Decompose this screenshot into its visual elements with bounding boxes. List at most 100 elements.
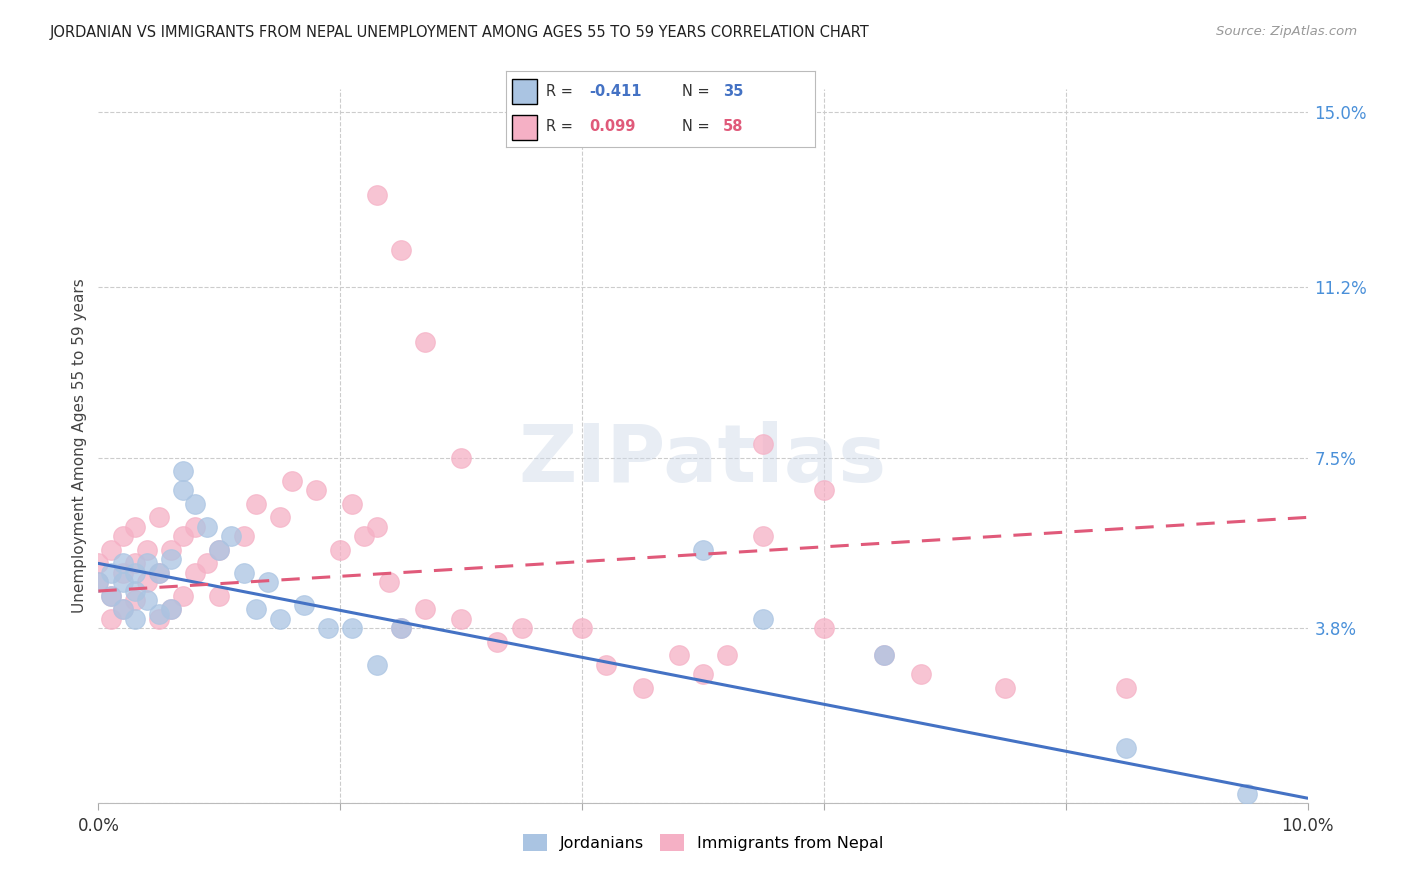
Text: N =: N = <box>682 84 714 99</box>
Point <box>377 574 399 589</box>
Point <box>1236 787 1258 801</box>
Point <box>124 557 146 571</box>
Point <box>994 681 1017 695</box>
Point <box>208 542 231 557</box>
Point <box>873 648 896 663</box>
Point <box>450 450 472 465</box>
Point <box>389 621 412 635</box>
Point <box>160 551 183 566</box>
Point <box>160 602 183 616</box>
Point <box>100 589 122 603</box>
Point <box>111 574 134 589</box>
Point <box>245 602 267 616</box>
Point <box>148 566 170 580</box>
Point <box>813 621 835 635</box>
Point <box>510 621 533 635</box>
Point <box>87 574 110 589</box>
Point <box>752 436 775 450</box>
Point <box>135 542 157 557</box>
Point <box>160 542 183 557</box>
Legend: Jordanians, Immigrants from Nepal: Jordanians, Immigrants from Nepal <box>515 826 891 859</box>
Point <box>1115 740 1137 755</box>
Point <box>232 529 254 543</box>
Point <box>269 510 291 524</box>
FancyBboxPatch shape <box>512 79 537 104</box>
Text: -0.411: -0.411 <box>589 84 643 99</box>
Point <box>148 607 170 621</box>
Point <box>269 612 291 626</box>
Text: 35: 35 <box>723 84 742 99</box>
Text: 0.099: 0.099 <box>589 120 636 134</box>
Point <box>305 483 328 497</box>
Point <box>124 612 146 626</box>
Point <box>148 612 170 626</box>
Point <box>256 574 278 589</box>
Point <box>873 648 896 663</box>
Point <box>100 542 122 557</box>
Point <box>111 566 134 580</box>
FancyBboxPatch shape <box>512 114 537 140</box>
Point <box>208 589 231 603</box>
Point <box>184 566 207 580</box>
Point <box>124 593 146 607</box>
Point <box>366 188 388 202</box>
Point <box>245 497 267 511</box>
Point <box>910 666 932 681</box>
Point <box>366 657 388 672</box>
Point <box>692 542 714 557</box>
Point <box>595 657 617 672</box>
Text: JORDANIAN VS IMMIGRANTS FROM NEPAL UNEMPLOYMENT AMONG AGES 55 TO 59 YEARS CORREL: JORDANIAN VS IMMIGRANTS FROM NEPAL UNEMP… <box>49 25 869 40</box>
Point <box>100 589 122 603</box>
Point <box>389 244 412 258</box>
Point <box>752 529 775 543</box>
Point <box>692 666 714 681</box>
Point <box>232 566 254 580</box>
Point <box>148 510 170 524</box>
Point <box>813 483 835 497</box>
Text: R =: R = <box>547 120 578 134</box>
Point <box>184 519 207 533</box>
Point <box>716 648 738 663</box>
Point <box>486 634 509 648</box>
Text: 58: 58 <box>723 120 744 134</box>
Point <box>413 602 436 616</box>
Point <box>172 589 194 603</box>
Point <box>148 566 170 580</box>
Point <box>450 612 472 626</box>
Text: Source: ZipAtlas.com: Source: ZipAtlas.com <box>1216 25 1357 38</box>
Point <box>172 483 194 497</box>
Point <box>172 529 194 543</box>
Y-axis label: Unemployment Among Ages 55 to 59 years: Unemployment Among Ages 55 to 59 years <box>72 278 87 614</box>
Point <box>111 529 134 543</box>
Point <box>87 574 110 589</box>
Point <box>124 566 146 580</box>
Point <box>342 497 364 511</box>
Point <box>668 648 690 663</box>
Point <box>292 598 315 612</box>
Point <box>124 519 146 533</box>
Text: R =: R = <box>547 84 578 99</box>
Point <box>124 584 146 599</box>
Point <box>135 574 157 589</box>
Point <box>135 557 157 571</box>
Point <box>413 335 436 350</box>
Point <box>100 566 122 580</box>
Point <box>135 593 157 607</box>
Point <box>281 474 304 488</box>
Point <box>111 557 134 571</box>
Point <box>221 529 243 543</box>
Point <box>1115 681 1137 695</box>
Point <box>342 621 364 635</box>
Point <box>172 464 194 478</box>
Point <box>195 557 218 571</box>
Point <box>329 542 352 557</box>
Point <box>316 621 339 635</box>
Point <box>571 621 593 635</box>
Point <box>366 519 388 533</box>
Text: N =: N = <box>682 120 714 134</box>
Point <box>100 612 122 626</box>
Point <box>87 557 110 571</box>
Point <box>111 602 134 616</box>
Point <box>752 612 775 626</box>
Point <box>111 602 134 616</box>
